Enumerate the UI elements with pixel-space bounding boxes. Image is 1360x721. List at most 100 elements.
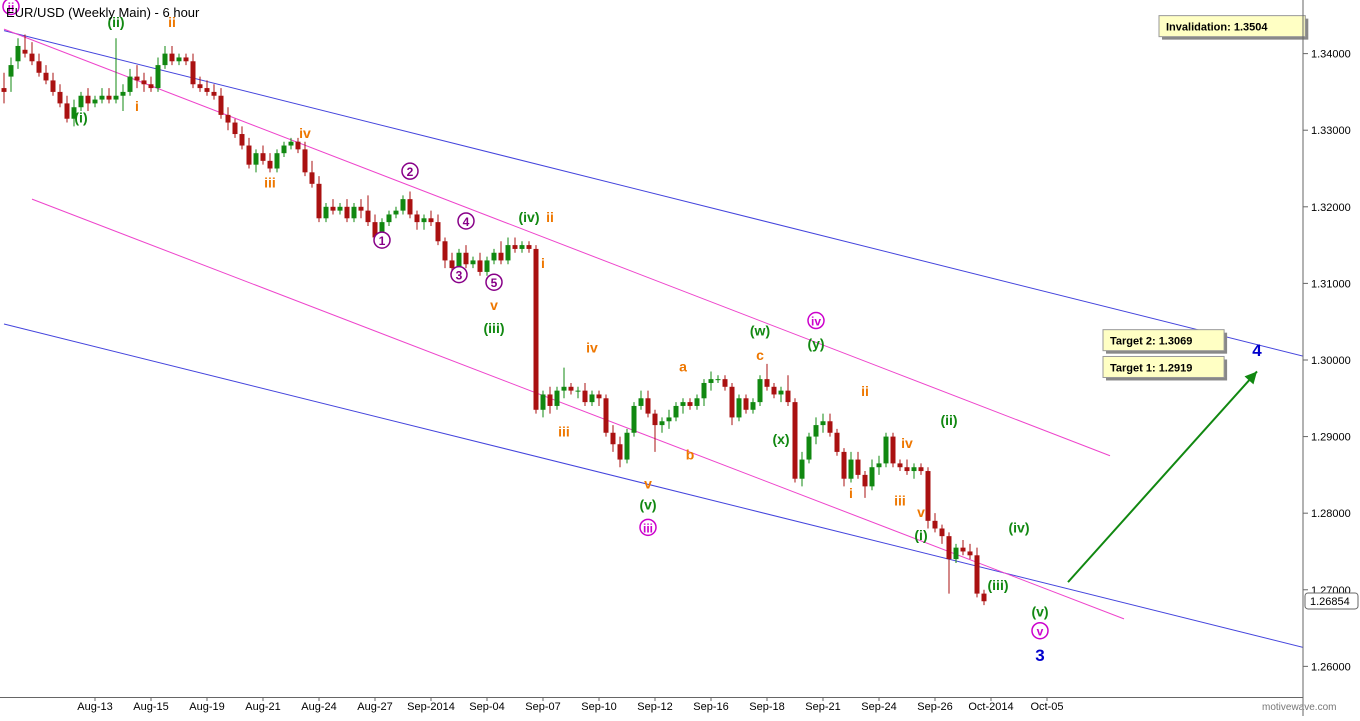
y-tick-label: 1.26000 [1311, 661, 1351, 673]
candle[interactable] [632, 402, 637, 436]
x-tick-label: Oct-2014 [968, 701, 1013, 713]
wave-label[interactable]: a [679, 358, 687, 374]
candle[interactable] [625, 429, 630, 463]
svg-text:(iv): (iv) [519, 209, 540, 225]
x-tick-label: Sep-04 [469, 701, 504, 713]
x-tick-label: Sep-10 [581, 701, 616, 713]
y-tick-label: 1.32000 [1311, 202, 1351, 214]
y-tick-label: 1.31000 [1311, 278, 1351, 290]
candle[interactable] [534, 245, 539, 414]
wave-label[interactable]: 3 [1035, 646, 1044, 665]
wave-label[interactable]: v [490, 297, 498, 313]
svg-text:4: 4 [463, 215, 470, 229]
candle[interactable] [926, 467, 931, 528]
info-box[interactable]: Invalidation: 1.3504 [1159, 16, 1308, 40]
wave-label[interactable]: i [849, 485, 853, 501]
wave-label[interactable]: i [541, 255, 545, 271]
wave-label[interactable]: 3 [451, 267, 467, 283]
wave-label[interactable]: v [917, 504, 925, 520]
x-tick-label: Sep-24 [861, 701, 896, 713]
wave-label[interactable]: 4 [1252, 341, 1262, 360]
candle[interactable] [891, 433, 896, 467]
svg-text:3: 3 [456, 269, 463, 283]
svg-text:iv: iv [586, 339, 598, 355]
wave-label[interactable]: 1 [374, 232, 390, 248]
svg-text:iii: iii [643, 521, 653, 535]
x-tick-label: Aug-24 [301, 701, 336, 713]
last-price-badge: 1.26854 [1305, 593, 1358, 609]
wave-label[interactable]: (iv) [519, 209, 540, 225]
wave-label[interactable]: (i) [914, 527, 927, 543]
x-tick-label: Aug-27 [357, 701, 392, 713]
wave-label[interactable]: 4 [458, 213, 474, 229]
candle[interactable] [758, 375, 763, 406]
candle[interactable] [604, 394, 609, 436]
y-tick-label: 1.33000 [1311, 125, 1351, 137]
svg-text:(iv): (iv) [1009, 519, 1030, 535]
y-tick-label: 1.30000 [1311, 355, 1351, 367]
wave-label[interactable]: (iii) [988, 577, 1009, 593]
wave-label[interactable]: iv [299, 125, 311, 141]
wave-label[interactable]: (ii) [940, 412, 957, 428]
x-tick-label: Sep-2014 [407, 701, 455, 713]
svg-text:iv: iv [901, 435, 913, 451]
wave-label[interactable]: (v) [1031, 604, 1048, 620]
svg-text:v: v [490, 297, 498, 313]
info-box[interactable]: Target 2: 1.3069 [1103, 330, 1227, 354]
wave-label[interactable]: i [135, 98, 139, 114]
wave-label[interactable]: b [686, 447, 695, 463]
info-box[interactable]: Target 1: 1.2919 [1103, 356, 1227, 380]
svg-text:i: i [541, 255, 545, 271]
wave-label[interactable]: iii [264, 175, 276, 191]
wave-label[interactable]: (y) [807, 336, 824, 352]
svg-text:v: v [644, 476, 652, 492]
x-tick-label: Sep-07 [525, 701, 560, 713]
svg-text:iii: iii [264, 175, 276, 191]
wave-label[interactable]: (w) [750, 322, 770, 338]
y-tick-label: 1.34000 [1311, 49, 1351, 61]
wave-label[interactable]: iii [558, 424, 570, 440]
wave-label[interactable]: 5 [486, 274, 502, 290]
y-tick-label: 1.29000 [1311, 432, 1351, 444]
wave-label[interactable]: (iv) [1009, 519, 1030, 535]
wave-label[interactable]: iii [894, 493, 906, 509]
wave-label[interactable]: v [1032, 623, 1048, 639]
candle[interactable] [807, 433, 812, 464]
x-tick-label: Aug-13 [77, 701, 112, 713]
svg-text:Target 2: 1.3069: Target 2: 1.3069 [1110, 336, 1192, 348]
wave-label[interactable]: (x) [772, 431, 789, 447]
wave-label[interactable]: ii [861, 383, 869, 399]
wave-label[interactable]: iv [808, 313, 824, 329]
candle[interactable] [737, 394, 742, 421]
x-tick-label: Aug-19 [189, 701, 224, 713]
wave-label[interactable]: (iii) [484, 320, 505, 336]
wave-label[interactable]: c [756, 347, 764, 363]
wave-label[interactable]: (v) [639, 496, 656, 512]
wave-label[interactable]: iii [640, 519, 656, 535]
y-tick-label: 1.28000 [1311, 508, 1351, 520]
svg-text:ii: ii [861, 383, 869, 399]
svg-text:(i): (i) [74, 110, 87, 126]
svg-text:Target 1: 1.2919: Target 1: 1.2919 [1110, 362, 1192, 374]
svg-text:iv: iv [299, 125, 311, 141]
wave-label[interactable]: (i) [74, 110, 87, 126]
wave-label[interactable]: v [644, 476, 652, 492]
svg-text:2: 2 [407, 165, 414, 179]
wave-label[interactable]: 2 [402, 163, 418, 179]
wave-label[interactable]: iv [901, 435, 913, 451]
candle[interactable] [793, 398, 798, 482]
svg-text:ii: ii [546, 209, 554, 225]
x-tick-label: Aug-21 [245, 701, 280, 713]
svg-text:a: a [679, 358, 687, 374]
watermark: motivewave.com [1262, 702, 1336, 713]
svg-text:b: b [686, 447, 695, 463]
svg-text:i: i [135, 98, 139, 114]
svg-text:iii: iii [558, 424, 570, 440]
svg-text:v: v [1037, 625, 1044, 639]
svg-text:(y): (y) [807, 336, 824, 352]
wave-label[interactable]: ii [546, 209, 554, 225]
candle[interactable] [835, 429, 840, 456]
candle[interactable] [884, 433, 889, 467]
wave-label[interactable]: iv [586, 339, 598, 355]
